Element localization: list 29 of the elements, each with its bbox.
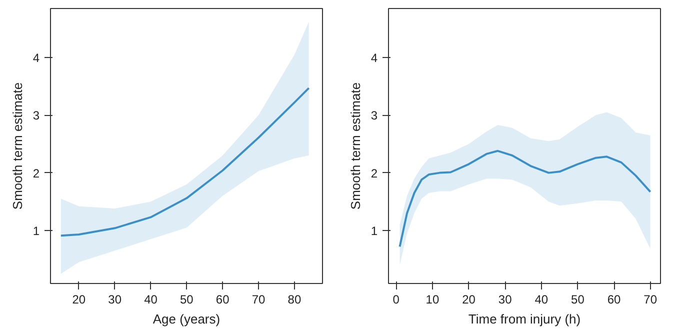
x-tick-label: 70 [252, 292, 266, 306]
x-tick-label: 50 [571, 292, 585, 306]
x-tick-label: 70 [644, 292, 658, 306]
y-tick-label: 4 [32, 51, 40, 66]
x-tick-label: 20 [462, 292, 476, 306]
y-tick-label: 3 [32, 108, 40, 123]
x-tick-label: 50 [180, 292, 194, 306]
x-tick-label: 40 [144, 292, 158, 306]
y-tick-label: 1 [370, 224, 378, 238]
x-tick-label: 40 [534, 292, 548, 306]
x-axis-title: Age (years) [152, 312, 220, 326]
y-tick-label: 3 [370, 108, 378, 123]
y-tick-label: 2 [370, 166, 378, 180]
x-tick-label: 60 [216, 292, 230, 306]
x-tick-label: 10 [426, 292, 440, 306]
line-series [60, 87, 310, 237]
y-axis-title: Smooth term estimate [348, 82, 363, 210]
x-tick-label: 60 [607, 292, 622, 306]
x-tick-label: 20 [72, 292, 86, 306]
y-tick-label: 1 [32, 224, 40, 238]
x-axis-title: Time from injury (h) [468, 312, 581, 326]
x-tick-label: 30 [108, 292, 122, 306]
x-tick-label: 80 [288, 292, 302, 306]
x-tick-label: 30 [498, 292, 512, 306]
x-tick-label: 0 [392, 292, 400, 306]
y-axis-title: Smooth term estimate [10, 82, 25, 210]
line-series [398, 150, 652, 248]
y-tick-label: 2 [32, 166, 40, 180]
y-tick-label: 4 [370, 51, 378, 66]
